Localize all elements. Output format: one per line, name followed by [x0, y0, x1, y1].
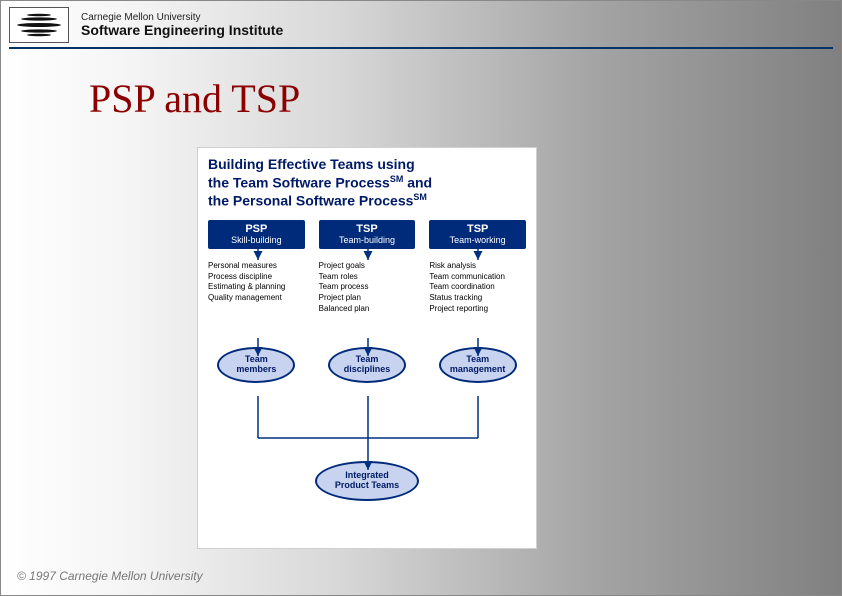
institute-name: Software Engineering Institute	[81, 23, 283, 38]
tsp-work-desc: Risk analysisTeam communicationTeam coor…	[429, 261, 526, 331]
diagram-title-line1: Building Effective Teams using	[208, 156, 415, 172]
tsp-build-header-title: TSP	[321, 223, 414, 236]
tsp-build-header: TSP Team-building	[319, 220, 416, 249]
psp-desc: Personal measuresProcess disciplineEstim…	[208, 261, 305, 331]
column-psp: PSP Skill-building Personal measuresProc…	[208, 220, 305, 383]
diagram-panel: Building Effective Teams using the Team …	[197, 147, 537, 549]
tsp-work-header: TSP Team-working	[429, 220, 526, 249]
integrated-product-teams-node: IntegratedProduct Teams	[315, 461, 419, 501]
tsp-build-header-sub: Team-building	[321, 235, 414, 245]
slide-header: Carnegie Mellon University Software Engi…	[9, 7, 833, 49]
diagram-title-line3-sup: SM	[413, 192, 427, 202]
tsp-work-header-title: TSP	[431, 223, 524, 236]
diagram-columns: PSP Skill-building Personal measuresProc…	[198, 220, 536, 383]
header-text: Carnegie Mellon University Software Engi…	[81, 12, 283, 38]
team-members-node: Teammembers	[217, 347, 295, 383]
team-disciplines-node: Teamdisciplines	[328, 347, 406, 383]
psp-header-title: PSP	[210, 223, 303, 236]
psp-header-sub: Skill-building	[210, 235, 303, 245]
column-tsp-work: TSP Team-working Risk analysisTeam commu…	[429, 220, 526, 383]
team-management-node: Teammanagement	[439, 347, 517, 383]
column-tsp-build: TSP Team-building Project goalsTeam role…	[319, 220, 416, 383]
diagram-title: Building Effective Teams using the Team …	[198, 148, 536, 220]
diagram-title-line2b: and	[403, 174, 432, 190]
tsp-build-desc: Project goalsTeam rolesTeam processProje…	[319, 261, 416, 331]
integrated-row: IntegratedProduct Teams	[198, 445, 536, 501]
cmu-logo	[9, 7, 69, 43]
diagram-title-line3a: the Personal Software Process	[208, 192, 413, 208]
copyright-footer: © 1997 Carnegie Mellon University	[17, 569, 203, 583]
diagram-title-line2-sup: SM	[390, 174, 404, 184]
psp-header: PSP Skill-building	[208, 220, 305, 249]
diagram-title-line2a: the Team Software Process	[208, 174, 390, 190]
slide-title: PSP and TSP	[89, 75, 300, 122]
tsp-work-header-sub: Team-working	[431, 235, 524, 245]
